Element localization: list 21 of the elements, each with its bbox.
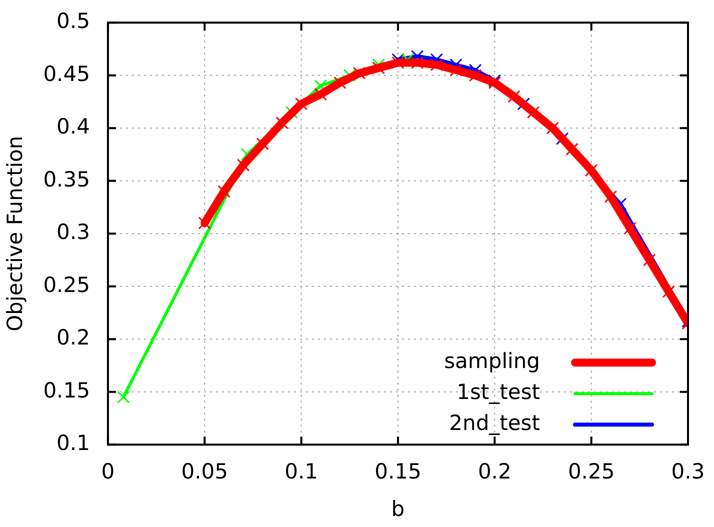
y-tick-label: 0.15 xyxy=(43,378,90,402)
y-tick-label: 0.5 xyxy=(56,9,90,34)
y-tick-label: 0.25 xyxy=(43,272,90,297)
legend-label: sampling xyxy=(444,349,540,374)
y-tick-label: 0.35 xyxy=(43,167,90,192)
x-tick-label: 0.25 xyxy=(568,460,615,484)
y-tick-label: 0.45 xyxy=(43,62,90,86)
x-axis-title: b xyxy=(391,496,405,521)
x-tick-label: 0.2 xyxy=(478,460,512,484)
y-tick-label: 0.3 xyxy=(56,220,90,244)
y-tick-label: 0.4 xyxy=(56,114,90,139)
y-tick-label: 0.1 xyxy=(56,431,90,456)
x-tick-label: 0.3 xyxy=(671,460,705,484)
legend-label: 1st_test xyxy=(456,380,540,404)
x-tick-label: 0.05 xyxy=(181,460,228,484)
x-tick-label: 0.1 xyxy=(284,460,318,484)
y-tick-label: 0.2 xyxy=(56,326,90,350)
y-axis-title: Objective Function xyxy=(3,136,28,332)
legend-label: 2nd_test xyxy=(449,411,540,436)
x-tick-label: 0 xyxy=(101,460,115,484)
x-tick-label: 0.15 xyxy=(374,460,422,484)
